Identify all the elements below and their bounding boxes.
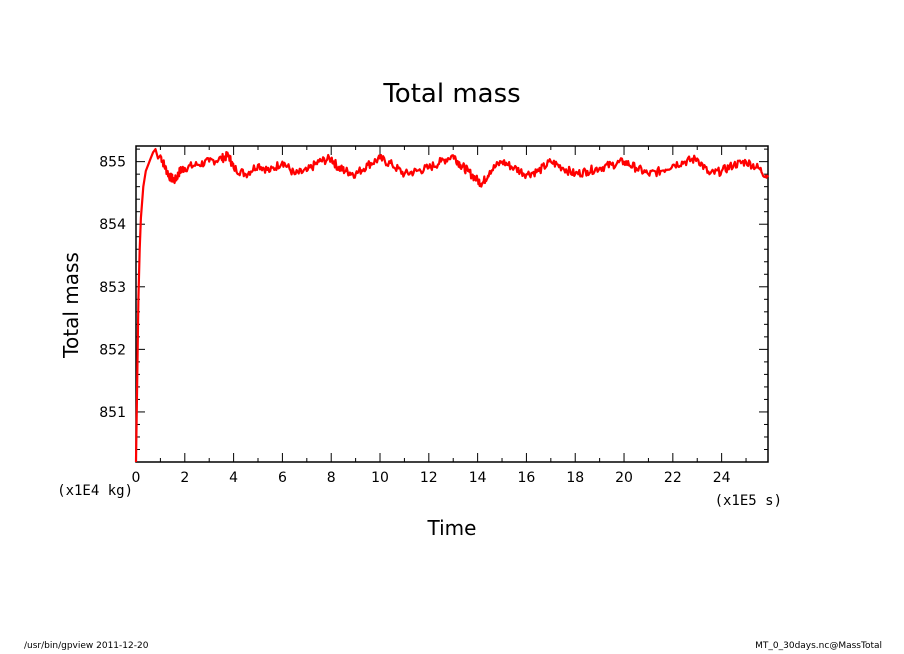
axis-ticks (135, 146, 768, 463)
x-tick-label: 2 (180, 470, 189, 486)
x-tick-label: 22 (664, 470, 682, 486)
y-tick-label: 853 (99, 280, 126, 296)
x-tick-label: 14 (469, 470, 487, 486)
footer-left: /usr/bin/gpview 2011-12-20 (24, 641, 149, 651)
footer-right: MT_0_30days.nc@MassTotal (755, 641, 882, 651)
x-tick-label: 12 (420, 470, 438, 486)
x-tick-label: 10 (371, 470, 389, 486)
x-tick-label: 24 (713, 470, 731, 486)
y-tick-label: 852 (99, 342, 126, 358)
x-tick-label: 0 (132, 470, 141, 486)
y-axis-label: Total mass (59, 252, 83, 359)
x-tick-label: 8 (327, 470, 336, 486)
plot-border (135, 145, 769, 463)
plot-frame (135, 145, 769, 463)
x-axis-label: Time (427, 516, 477, 540)
x-unit-label: (x1E5 s) (715, 493, 782, 509)
x-tick-label: 18 (566, 470, 584, 486)
series-group (134, 148, 769, 463)
x-tick-label: 6 (278, 470, 287, 486)
x-tick-label: 4 (229, 470, 238, 486)
series-line (134, 148, 769, 463)
y-tick-label: 855 (99, 155, 126, 171)
x-tick-label: 16 (518, 470, 536, 486)
y-unit-label: (x1E4 kg) (57, 483, 133, 499)
x-tick-label: 20 (615, 470, 633, 486)
y-tick-label: 851 (99, 405, 126, 421)
chart-title: Total mass (382, 79, 520, 109)
y-tick-label: 854 (99, 217, 126, 233)
